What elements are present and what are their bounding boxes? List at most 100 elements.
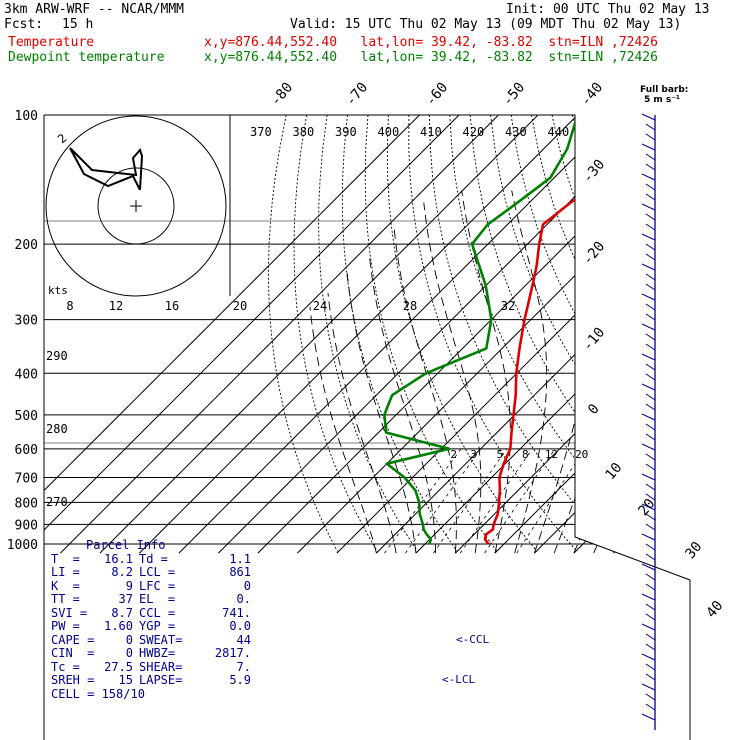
pressure-tick-label: 100 [15,109,38,124]
wind-barb [641,383,656,391]
parcel-param-label: LFC = [139,578,176,593]
pressure-tick-label: 900 [15,518,38,533]
parcel-param-value: 1.1 [229,551,251,566]
model-title: 3km ARW-WRF -- NCAR/MMM [4,2,185,17]
wind-barb [645,693,656,701]
wind-barb [645,283,656,291]
wind-barb [645,493,656,501]
parcel-row: T = 16.1 Td = 1.1 [46,551,260,567]
isotherm-label: -70 [343,80,372,110]
parcel-row: SVI = 8.7 CCL = 741. [46,605,260,621]
dry-adiabat-line [592,115,690,552]
wind-barb [645,483,656,491]
dry-adiabat-line [612,115,690,552]
dry-adiabat-line [653,115,690,552]
wind-barb [645,163,656,171]
wind-barb [641,623,656,631]
parcel-param-label: CCL = [139,605,176,620]
wind-barb [641,533,656,541]
wind-barb [641,443,656,451]
dewpoint-profile [382,115,579,545]
parcel-param-value: 9 [125,578,133,593]
isotherm-line [415,115,690,554]
parcel-param-value: 15 [118,673,133,687]
mixing-ratio-label: 8 [522,448,529,461]
pressure-tick-label: 600 [15,443,38,458]
pressure-tick-label: 700 [15,472,38,487]
wind-barb [641,683,656,691]
wind-barb [641,323,656,331]
hodograph-ring-label: 12 [109,299,123,313]
dry-adiabat-line [293,115,378,552]
isotherm-label: 0 [585,401,603,418]
mixing-ratio-label: 2 [450,448,457,461]
parcel-row: Tc = 27.5 SHEAR= 7. [46,659,260,675]
wind-barb [645,253,656,261]
dry-adiabat-line [386,115,538,552]
parcel-param-value: 5.9 [229,673,251,687]
isotherm-line [44,115,420,554]
mixing-ratio-line [433,448,508,554]
wind-barb [645,603,656,611]
parcel-param-label: LCL = [139,565,176,579]
isotherm-label: -10 [580,325,609,355]
wind-barb [641,113,656,121]
isotherm-line [455,115,690,554]
wind-barb [641,653,656,661]
parcel-param-value: 0 [125,646,133,660]
isotherm-line [44,115,460,554]
dry-adiabat-line [408,115,578,552]
wind-barb [645,513,656,521]
dry-adiabat-line [449,115,658,552]
dry-adiabat-line [695,115,740,551]
isotherm-label: -80 [268,80,297,110]
parcel-param-label: K = [51,578,80,593]
wind-barb [645,193,656,201]
moist-adiabat-line [327,292,397,554]
wind-barb [645,463,656,471]
parcel-param-label: SHEAR= [139,659,183,674]
isotherm-line [218,115,657,554]
parcel-param-label: EL = [139,592,176,606]
parcel-row: CIN = 0 HWBZ= 2817. [46,646,260,661]
parcel-param-value: 8.2 [111,565,133,579]
wind-barb [645,213,656,221]
parcel-param-label: T = [51,551,80,566]
wind-barb [645,553,656,561]
theta-label: 420 [463,125,485,139]
parcel-info-panel: Parcel Info T = 16.1 Td = 1.1 LI = 8.2 LCL = 86… [46,538,260,701]
theta-label: 400 [378,125,400,139]
parcel-param-label: PW = [51,619,80,633]
parcel-param-label: Tc = [51,659,80,674]
moist-adiabat-line [593,190,690,554]
hodograph-ring-label: 24 [313,299,327,313]
wind-barb [641,263,656,271]
parcel-param-label: YGP = [139,619,176,633]
wind-barb [641,563,656,571]
temperature-legend: Temperature [8,35,95,50]
parcel-param-value: 2817. [214,646,251,660]
parcel-param-value: 861 [229,565,251,579]
parcel-row: LI = 8.2 LCL = 861 [46,565,260,580]
isotherm-label: -20 [580,239,609,269]
dry-adiabat-label: 270 [46,495,68,509]
theta-label: 380 [293,125,315,139]
wind-barb [645,183,656,191]
parcel-param-label: SWEAT= [139,632,183,647]
wind-barb [645,673,656,681]
dry-adiabat-line [364,115,498,552]
dry-adiabat-line [318,115,418,552]
parcel-cell: CELL = 158/10 [51,686,145,701]
wind-barb [645,363,656,371]
hodograph-speed-label: kts [48,284,68,297]
parcel-param-value: 0. [236,592,251,606]
parcel-param-label: SREH = [51,673,95,687]
parcel-param-label: LI = [51,565,80,579]
hodograph-ring-label: 16 [165,299,179,313]
wind-barb [641,473,656,481]
dry-adiabat-line [490,115,690,552]
parcel-param-value: 7. [236,659,251,674]
barb-legend-line1: Full barb: [640,85,689,95]
wind-barb [645,273,656,281]
